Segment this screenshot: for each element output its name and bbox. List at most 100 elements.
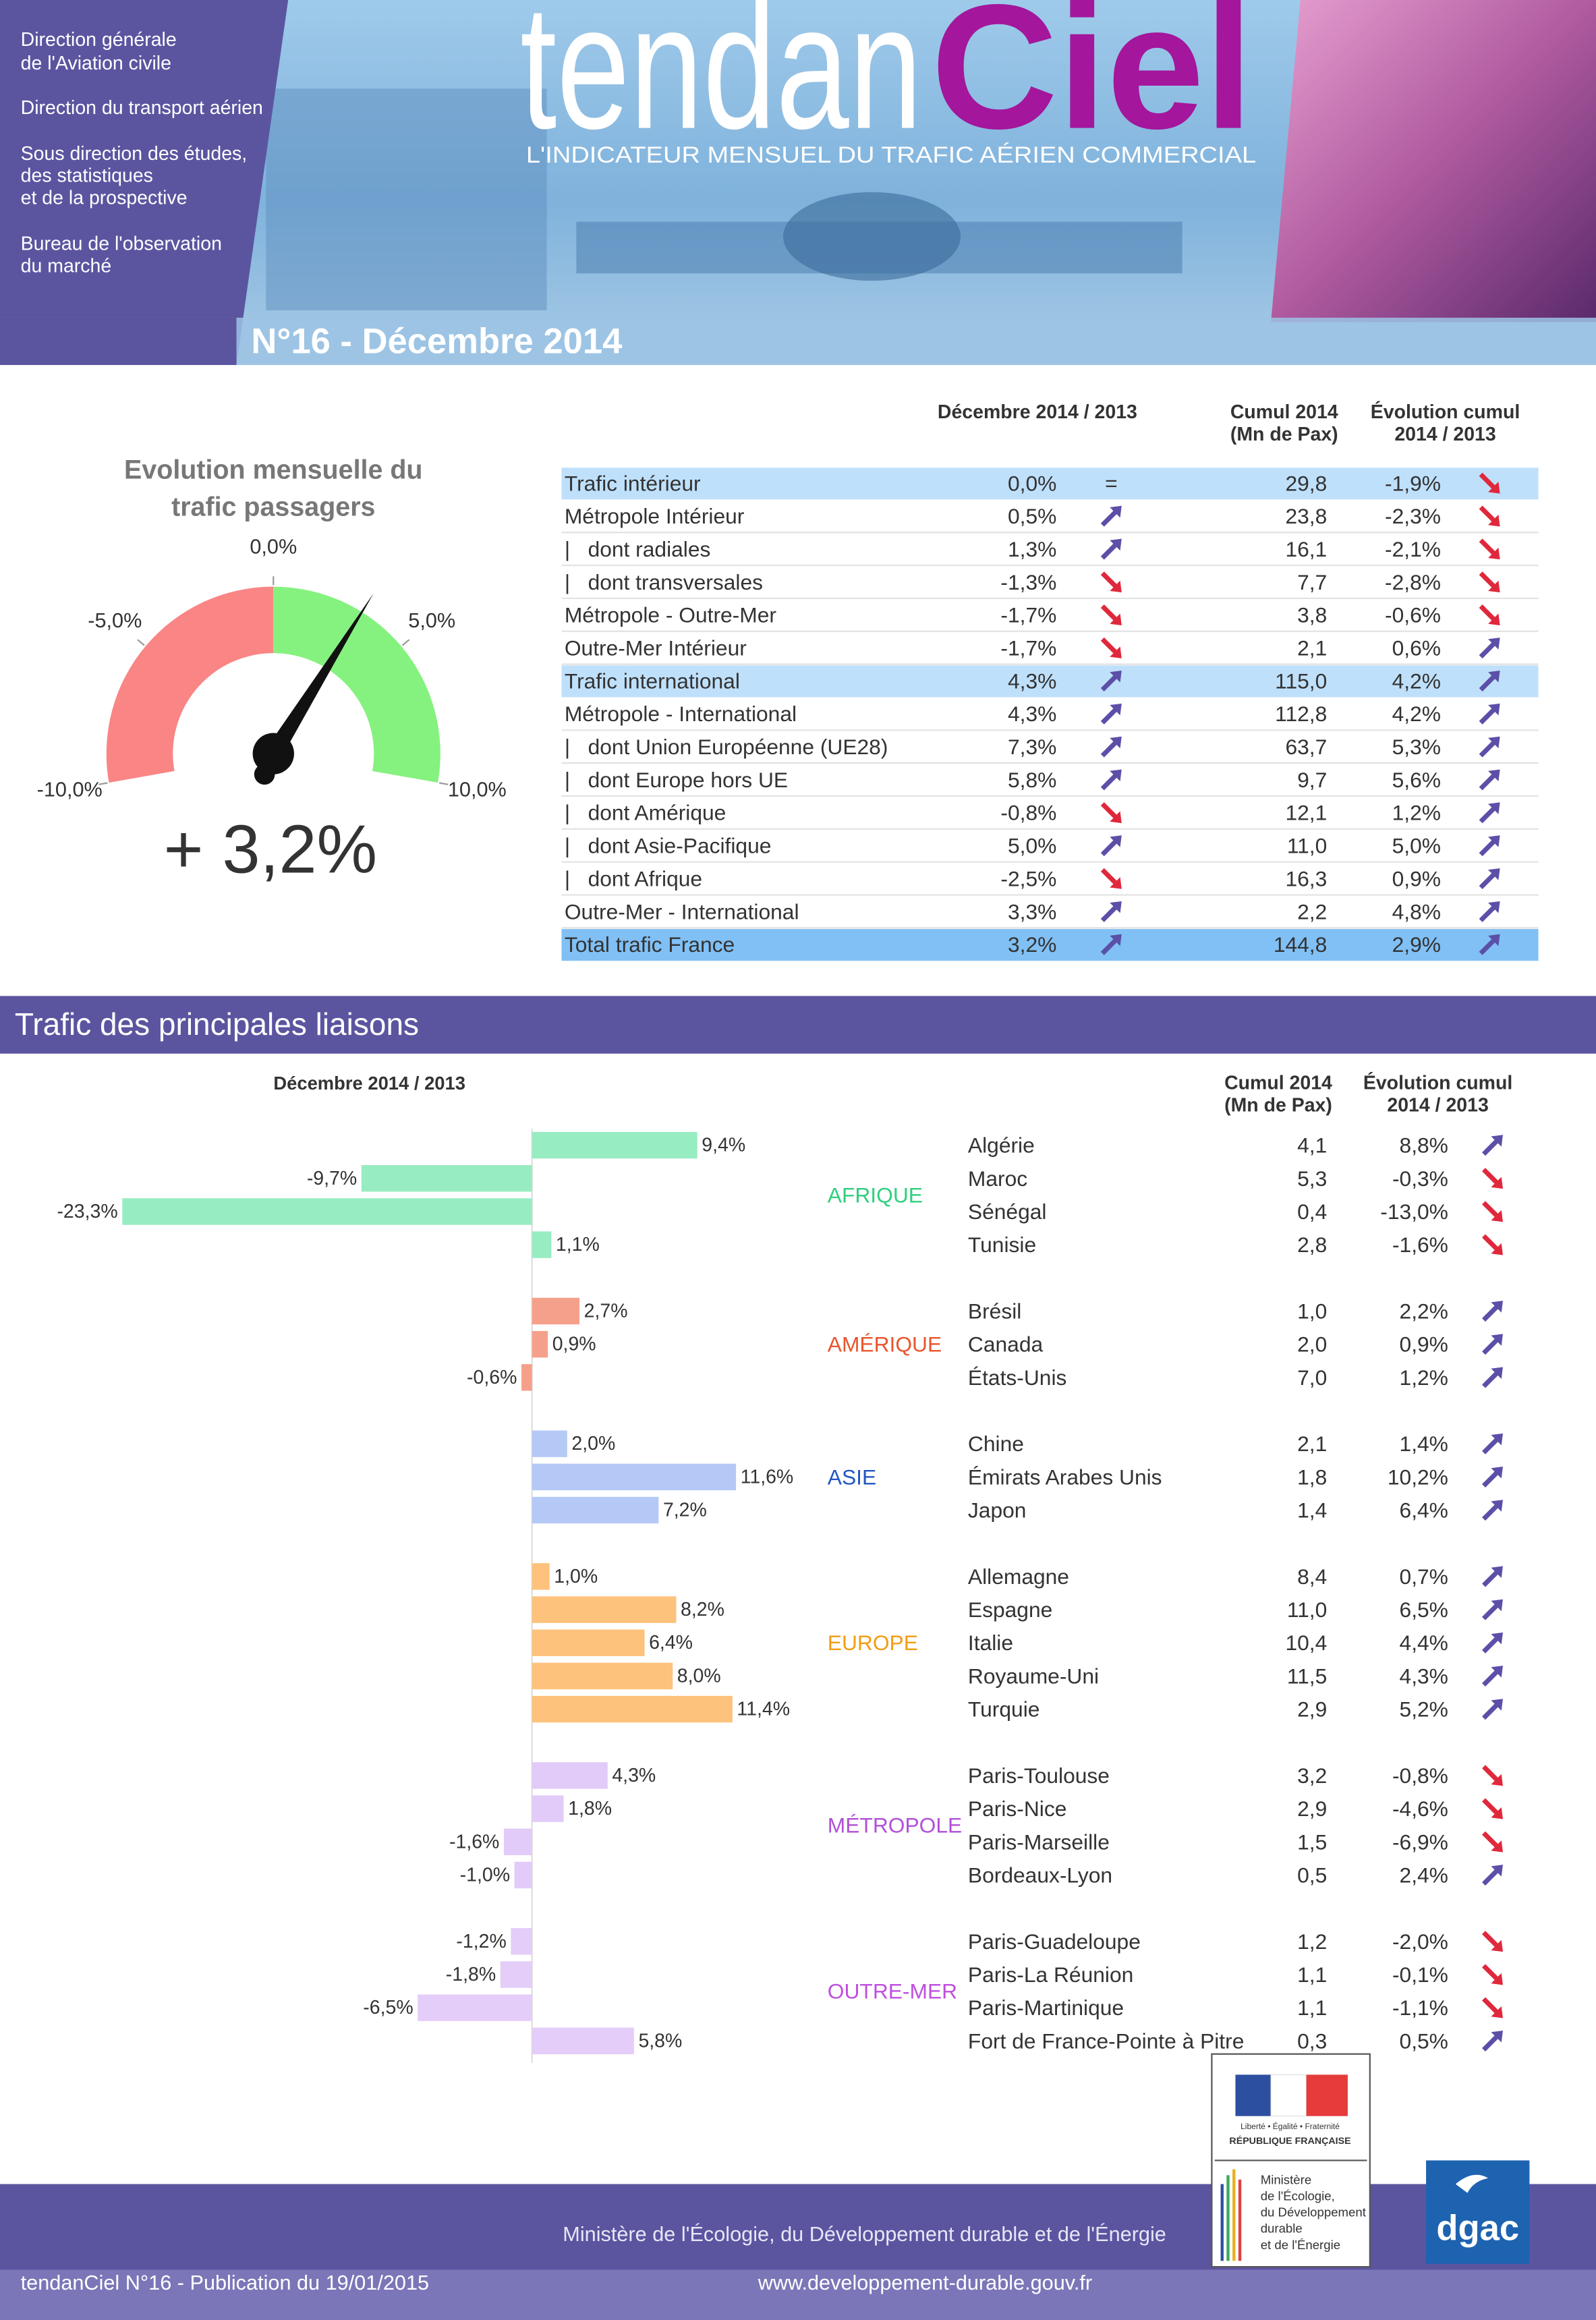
trend-up-arrow [1482, 1500, 1503, 1521]
arrow-shaft [1100, 839, 1118, 857]
bar [532, 1596, 677, 1623]
row-highlight [561, 929, 1539, 961]
trend-up-arrow [1482, 1599, 1503, 1620]
arrow-shaft [1482, 1504, 1499, 1521]
region-label: ASIE [828, 1465, 876, 1489]
trend-down-arrow [1482, 1201, 1503, 1222]
bar-value-label: 1,0% [554, 1566, 598, 1587]
route-label: Italie [968, 1631, 1013, 1655]
trend-up-arrow [1479, 638, 1500, 659]
arrow-head [1110, 877, 1122, 889]
arrow-shaft [1100, 905, 1118, 922]
arrow-shaft [1482, 1765, 1499, 1782]
route-label: Fort de France-Pointe à Pitre [968, 2029, 1244, 2053]
trend-down-arrow [1100, 571, 1122, 593]
route-label: Allemagne [968, 1564, 1069, 1589]
arrow-shaft [1482, 1438, 1499, 1454]
gauge-negative-zone [106, 586, 274, 783]
republique-text: Liberté • Égalité • Fraternité [1241, 2121, 1340, 2131]
arrow-head [1488, 934, 1500, 946]
column-header: 2014 / 2013 [1387, 1094, 1488, 1116]
cumulative-change: 0,9% [1392, 866, 1441, 890]
bar-value-label: 2,7% [584, 1300, 628, 1322]
cumulative-change: -1,9% [1385, 471, 1441, 495]
trend-up-arrow [1482, 1632, 1503, 1653]
row-label: | dont Amérique [565, 801, 726, 825]
arrow-head [1491, 1334, 1503, 1346]
cumulative: 1,1 [1297, 1996, 1327, 2020]
monthly-change: -2,5% [1000, 866, 1056, 890]
arrow-shaft [1482, 1371, 1499, 1388]
row-label: | dont radiales [565, 537, 711, 561]
monthly-change: 3,3% [1008, 899, 1056, 924]
gauge-tick-label: 0,0% [250, 535, 297, 558]
row-highlight [561, 665, 1539, 698]
cumulative: 9,7 [1297, 768, 1327, 792]
gauge-tick [137, 639, 145, 646]
org-line: Direction du transport aérien [21, 97, 263, 119]
cumulative-change: -0,3% [1392, 1166, 1448, 1191]
trend-up-arrow [1479, 736, 1500, 758]
arrow-shaft [1479, 708, 1496, 725]
arrow-shaft [1100, 741, 1118, 758]
bar-value-label: 0,9% [552, 1334, 596, 1355]
trend-up-arrow [1482, 1135, 1503, 1156]
trend-down-arrow [1100, 604, 1122, 625]
flag-blue [1235, 2074, 1272, 2116]
trend-up-arrow [1479, 703, 1500, 725]
arrow-head [1491, 1632, 1503, 1645]
arrow-shaft [1482, 1798, 1499, 1815]
bar-value-label: 6,4% [649, 1632, 693, 1653]
arrow-shaft [1479, 675, 1496, 691]
route-label: Turquie [968, 1697, 1039, 1722]
arrow-head [1488, 736, 1500, 749]
bar [532, 1629, 645, 1656]
bar [361, 1165, 532, 1192]
arrow-shaft [1482, 1670, 1499, 1687]
bar [532, 1297, 580, 1325]
gauge-tick-label: 10,0% [448, 778, 507, 801]
bar-value-label: -1,8% [446, 1964, 496, 1985]
org-line: Direction générale [21, 29, 177, 51]
cumulative-change: 6,5% [1400, 1597, 1448, 1622]
route-label: Espagne [968, 1597, 1052, 1622]
trend-up-arrow [1482, 1334, 1503, 1355]
route-label: Émirats Arabes Unis [968, 1465, 1162, 1489]
bar [521, 1364, 532, 1391]
arrow-shaft [1479, 806, 1496, 824]
arrow-head [1488, 802, 1500, 814]
bar [532, 2027, 634, 2055]
trend-up-arrow [1100, 703, 1122, 725]
section-title: Trafic des principales liaisons [15, 1007, 419, 1042]
cumulative: 1,4 [1297, 1498, 1327, 1523]
cumulative-change: 5,6% [1392, 768, 1441, 792]
column-header: Cumul 2014 [1230, 401, 1338, 423]
cumulative: 11,0 [1287, 1597, 1327, 1622]
arrow-shaft [1100, 571, 1118, 588]
cumulative-change: -0,1% [1392, 1962, 1448, 1987]
arrow-shaft [1482, 1471, 1499, 1488]
bar-value-label: -23,3% [57, 1201, 117, 1222]
arrow-head [1110, 901, 1122, 913]
column-header: Décembre 2014 / 2013 [938, 401, 1137, 423]
route-label: Paris-Nice [968, 1796, 1066, 1821]
arrow-shaft [1482, 1931, 1499, 1948]
arrow-head [1491, 1243, 1503, 1255]
arrow-shaft [1479, 905, 1496, 922]
dgac-text: dgac [1436, 2209, 1519, 2248]
arrow-shaft [1100, 542, 1118, 560]
flag-white [1270, 2074, 1307, 2117]
arrow-head [1488, 580, 1500, 593]
brand-title-a: tendan [520, 0, 922, 166]
arrow-head [1488, 769, 1500, 782]
arrow-head [1491, 1865, 1503, 1877]
cumulative: 16,1 [1285, 537, 1327, 561]
arrow-shaft [1482, 1637, 1499, 1653]
cumulative: 29,8 [1285, 471, 1327, 495]
route-label: Royaume-Uni [968, 1664, 1099, 1688]
bar-value-label: 11,4% [737, 1699, 790, 1720]
row-highlight [561, 468, 1539, 500]
arrow-head [1110, 580, 1122, 593]
monthly-change: -1,7% [1000, 636, 1056, 660]
cumulative-change: 10,2% [1388, 1465, 1448, 1489]
